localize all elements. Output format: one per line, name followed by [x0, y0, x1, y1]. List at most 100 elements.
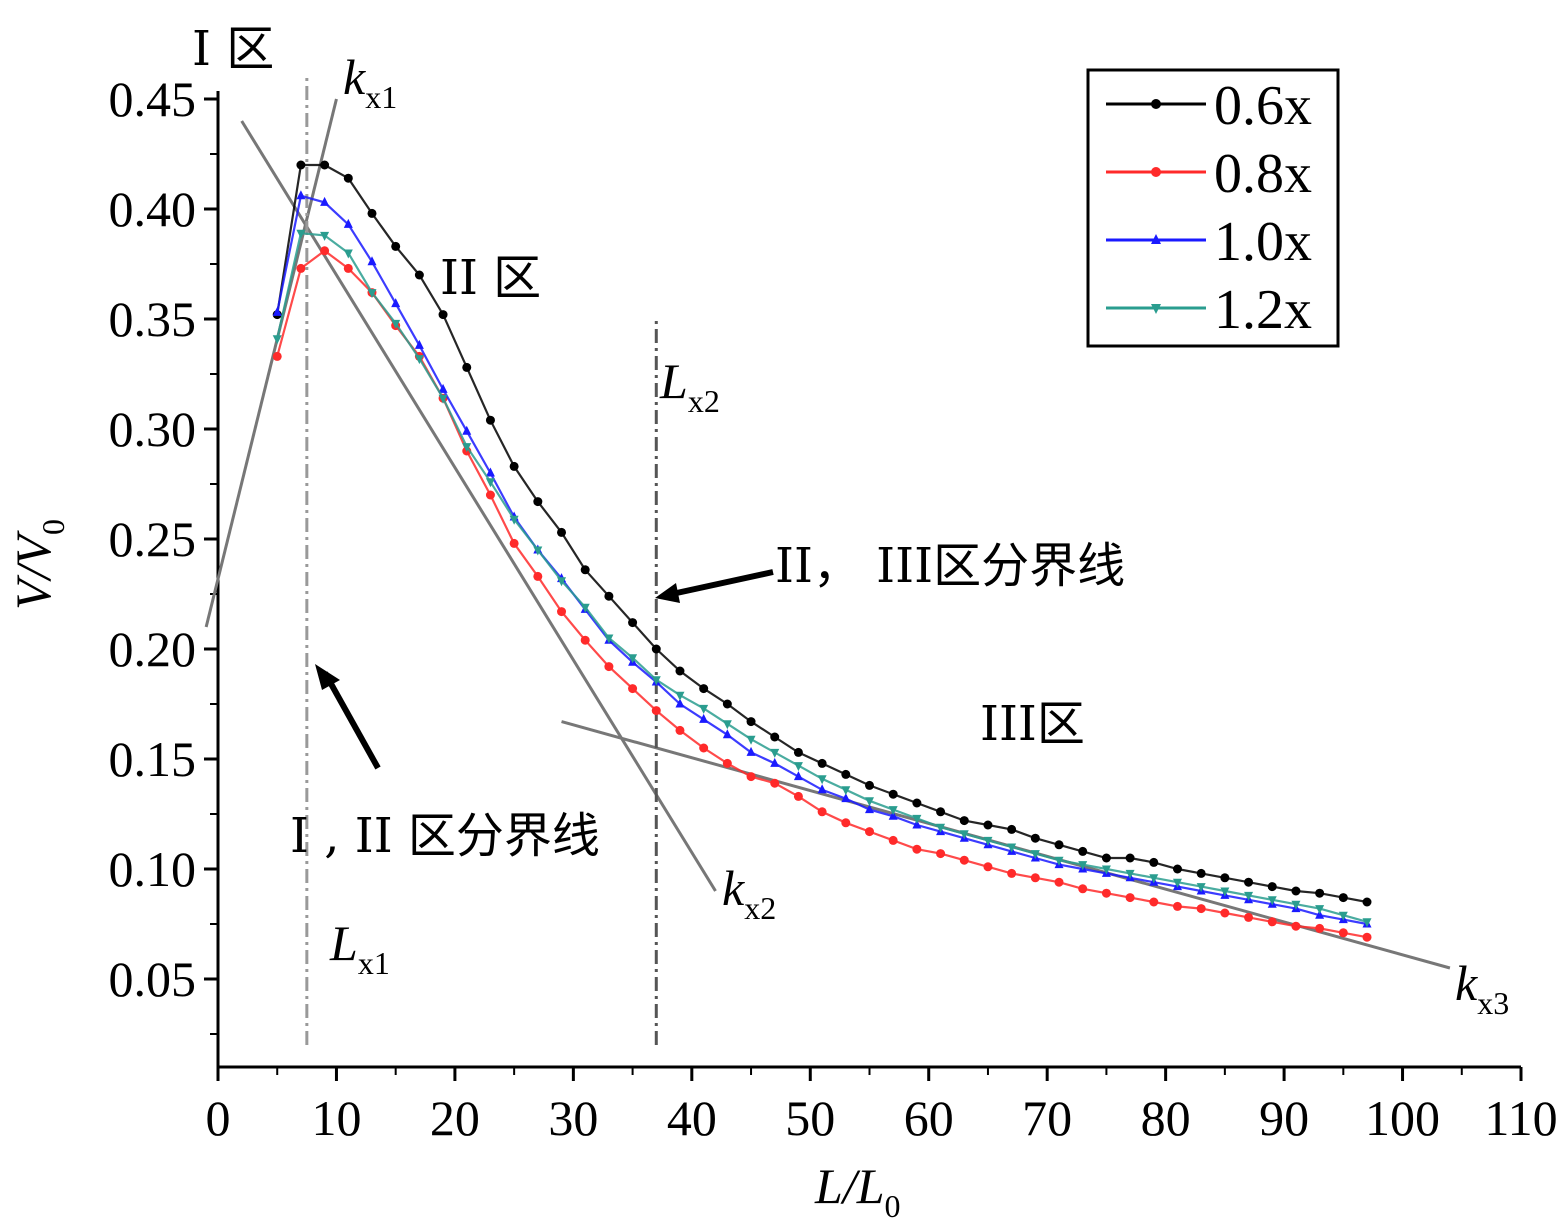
data-point [1054, 877, 1064, 887]
data-point [557, 527, 567, 537]
data-point [580, 635, 590, 645]
data-point [793, 771, 803, 781]
data-point [722, 758, 732, 768]
data-point [343, 173, 353, 183]
data-point [699, 713, 709, 723]
data-point [912, 814, 922, 824]
data-point [959, 816, 969, 826]
y-tick-label: 0.20 [109, 621, 197, 677]
data-point [509, 515, 519, 525]
y-tick-label: 0.15 [109, 731, 197, 787]
legend-marker [1151, 304, 1161, 314]
data-point [320, 196, 330, 206]
zone2-label: II 区 [440, 250, 541, 306]
data-point [1315, 888, 1325, 898]
arrow-boundary12-head [315, 664, 340, 690]
data-point [675, 725, 685, 735]
data-point [391, 298, 401, 308]
axes: 0 10 20 30 40 50 60 70 80 90 100 110 0.05 0.10 0.15 0.2… [109, 71, 1558, 1146]
y-tick-label: 0.25 [109, 511, 197, 567]
data-point [1078, 861, 1088, 871]
data-point [699, 704, 709, 714]
data-point [533, 497, 543, 507]
data-point [959, 855, 969, 865]
data-point [1338, 911, 1348, 921]
kx1-label: kx1 [343, 49, 397, 115]
data-point [462, 362, 472, 372]
data-point [343, 218, 353, 228]
legend: 0.6x0.8x1.0x1.2x [1086, 68, 1340, 348]
data-point [865, 804, 874, 814]
data-point [1125, 893, 1135, 903]
x-tick-label: 30 [548, 1090, 598, 1146]
x-tick-label: 70 [1022, 1090, 1072, 1146]
data-point [841, 786, 851, 796]
legend-marker [1151, 234, 1161, 244]
data-point [1267, 896, 1277, 906]
data-point [675, 666, 685, 676]
data-point [462, 425, 472, 435]
data-point [817, 784, 827, 794]
data-point [912, 844, 922, 854]
y-tick-label: 0.40 [109, 181, 197, 237]
fit-line-k_x2 [240, 120, 717, 892]
data-point [746, 735, 756, 745]
data-point [936, 823, 946, 833]
arrow-boundary23-head [655, 583, 680, 603]
data-point [320, 231, 330, 241]
data-point [888, 835, 898, 845]
data-point [1315, 905, 1325, 915]
x-tick-label: 40 [667, 1090, 717, 1146]
y-tick-label: 0.10 [109, 841, 197, 897]
arrow-boundary12 [322, 671, 381, 770]
Lx2-label: Lx2 [659, 353, 720, 419]
legend-item-0.8x: 0.8x [1106, 143, 1312, 205]
data-point [296, 190, 306, 200]
x-tick-label: 60 [904, 1090, 954, 1146]
legend-box [1086, 68, 1340, 348]
data-point [557, 577, 567, 587]
data-point [722, 720, 732, 730]
data-point [1149, 874, 1159, 884]
data-point [296, 229, 306, 239]
data-point [1007, 824, 1017, 834]
x-tick-label: 110 [1484, 1090, 1557, 1146]
data-point [817, 807, 827, 817]
data-point [841, 818, 851, 828]
axis-titles: L/L0 V/V0 [5, 519, 901, 1221]
y-axis-title: V/V0 [5, 519, 71, 610]
data-point [438, 394, 448, 404]
data-point [628, 654, 638, 664]
data-point [462, 443, 472, 453]
legend-label: 0.6x [1214, 75, 1312, 137]
data-point [936, 807, 946, 817]
y-tick-label: 0.45 [109, 71, 197, 127]
data-point [485, 467, 495, 477]
data-point [651, 676, 661, 686]
data-point [509, 461, 519, 471]
data-point [1362, 918, 1372, 928]
data-point [770, 778, 780, 788]
data-point [888, 806, 898, 816]
arrow-boundary23 [671, 569, 774, 597]
data-point [888, 789, 898, 799]
data-point [1030, 850, 1040, 860]
data-point [1149, 857, 1159, 867]
x-tick-label: 10 [311, 1090, 361, 1146]
data-point [1172, 864, 1182, 874]
data-point [1054, 856, 1064, 866]
annotations: I 区 II 区 III区 I , II 区分界线 II， III区分界线 kx… [192, 21, 1509, 1021]
data-point [1315, 923, 1325, 933]
data-point [1291, 921, 1301, 931]
y-tick-label: 0.30 [109, 401, 197, 457]
data-point [912, 798, 922, 808]
data-point [1267, 882, 1277, 892]
data-point [320, 246, 330, 256]
data-point [841, 793, 851, 803]
legend-item-0.6x: 0.6x [1106, 75, 1312, 137]
data-point [367, 289, 377, 299]
data-point [533, 571, 543, 581]
data-point [1172, 878, 1182, 888]
data-point [793, 762, 803, 772]
data-point [604, 662, 614, 672]
